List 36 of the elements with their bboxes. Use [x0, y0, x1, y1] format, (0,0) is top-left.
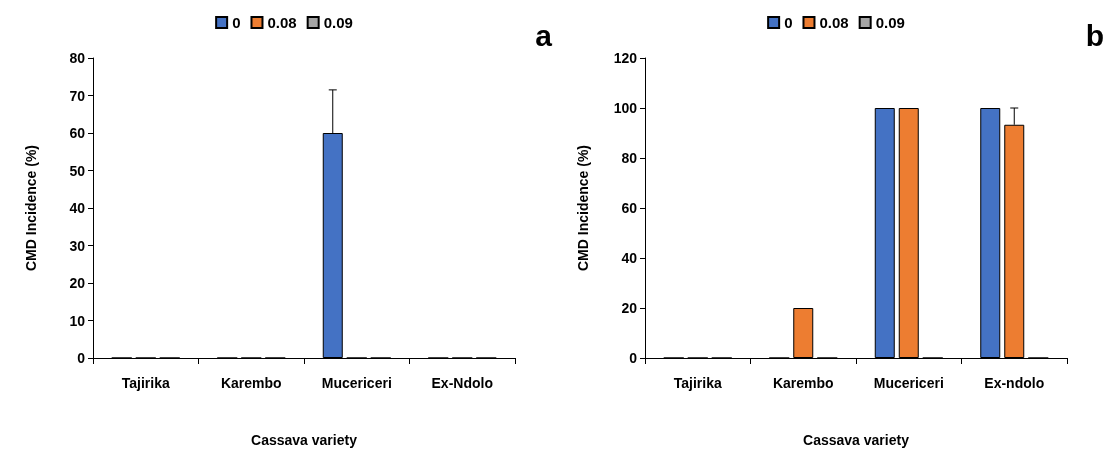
y-tick-label: 40	[69, 200, 86, 216]
y-axis-title: CMD Incidence (%)	[23, 144, 39, 272]
x-tick-label: Mucericeri	[321, 375, 392, 391]
y-tick-label: 0	[629, 350, 638, 366]
x-axis-title: Cassava variety	[251, 432, 358, 448]
y-tick-label: 80	[621, 150, 638, 166]
x-tick-label: Tajirika	[673, 375, 722, 391]
x-tick-label: Tajirika	[121, 375, 170, 391]
y-tick-label: 100	[613, 100, 638, 116]
x-tick-label: Karembo	[220, 375, 282, 391]
text: a	[535, 18, 553, 52]
y-tick-label: 20	[69, 275, 86, 291]
y-tick-label: 60	[621, 200, 638, 216]
y-tick-label: 40	[621, 250, 638, 266]
x-tick-label: Ex-ndolo	[984, 375, 1045, 391]
y-tick-label: 30	[69, 237, 86, 254]
legend-label: 0	[784, 14, 793, 31]
legend-label: 0.08	[267, 14, 297, 31]
legend-label: 0	[232, 14, 241, 31]
y-tick-label: 20	[621, 300, 638, 316]
x-tick-label: Ex-Ndolo	[431, 375, 493, 391]
legend-label: 0.09	[323, 14, 353, 31]
legend-label: 0.08	[819, 14, 849, 31]
x-axis-title: Cassava variety	[803, 432, 910, 448]
y-axis-title: CMD Incidence (%)	[575, 144, 591, 272]
text: b	[1085, 18, 1104, 52]
y-tick-label: 70	[69, 87, 86, 104]
y-tick-label: 60	[69, 125, 86, 141]
legend-label: 0.09	[875, 14, 905, 31]
y-tick-label: 0	[77, 350, 86, 366]
x-tick-label: Mucericeri	[873, 375, 944, 391]
y-tick-label: 80	[69, 50, 86, 66]
y-tick-label: 10	[69, 312, 86, 329]
y-tick-label: 50	[69, 162, 86, 179]
x-tick-label: Karembo	[772, 375, 834, 391]
y-tick-label: 120	[613, 50, 638, 66]
